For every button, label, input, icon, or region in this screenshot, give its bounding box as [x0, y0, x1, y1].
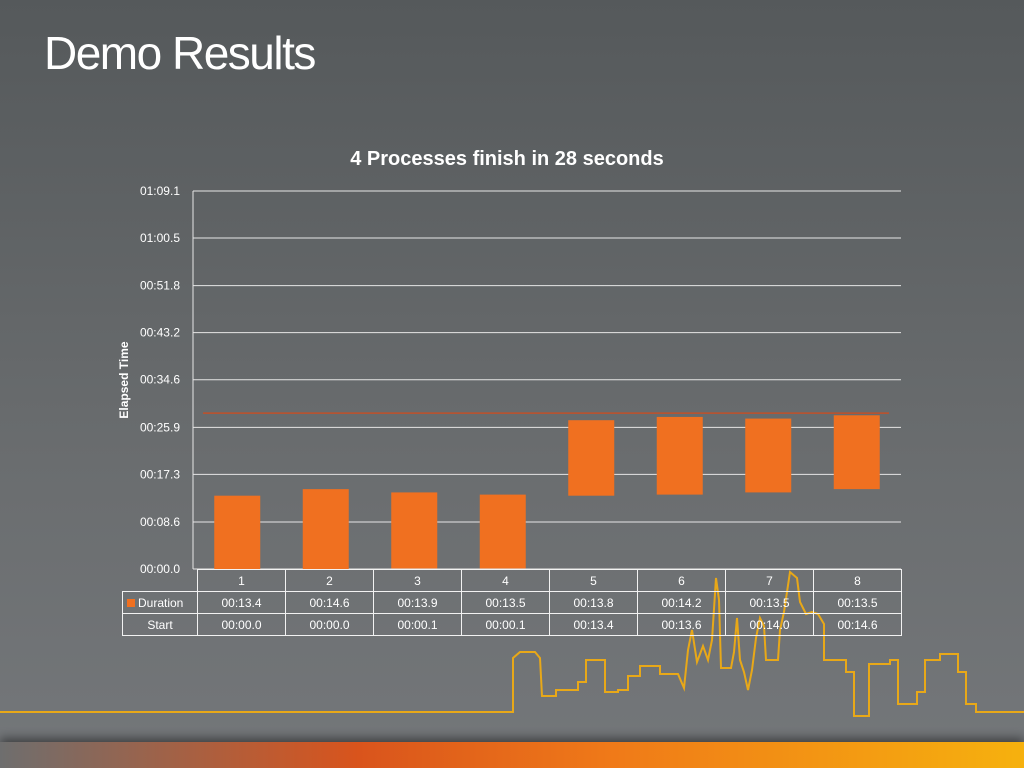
legend-entry-duration: Duration — [122, 591, 198, 614]
data-label: 00:13.4 — [549, 613, 638, 636]
y-axis-label: Elapsed Time — [117, 341, 131, 418]
y-tick-label: 00:00.0 — [140, 562, 180, 576]
category-label: 5 — [549, 569, 638, 592]
data-label: 00:13.4 — [197, 591, 286, 614]
chart-data-table: 1 2 3 4 5 6 7 8 Duration 00:13.4 00:14.6… — [122, 569, 902, 636]
bar-duration — [302, 489, 349, 569]
bar-duration — [391, 492, 438, 569]
y-tick-label: 00:43.2 — [140, 326, 180, 340]
y-tick-label: 00:25.9 — [140, 420, 180, 434]
slide-title: Demo Results — [44, 27, 316, 79]
data-label: 00:13.5 — [725, 591, 814, 614]
data-label: 00:13.5 — [461, 591, 550, 614]
data-label: 00:00.0 — [197, 613, 286, 636]
chart-title: 4 Processes finish in 28 seconds — [350, 148, 663, 170]
y-tick-label: 01:00.5 — [140, 231, 180, 245]
y-tick-label: 00:51.8 — [140, 279, 180, 293]
bottom-accent-band — [0, 742, 1024, 768]
data-label: 00:13.6 — [637, 613, 726, 636]
data-label: 00:14.0 — [725, 613, 814, 636]
bar-duration — [745, 418, 792, 493]
data-label: 00:13.8 — [549, 591, 638, 614]
table-corner-cell — [123, 570, 198, 592]
data-label: 00:00.0 — [285, 613, 374, 636]
bar-duration — [214, 495, 261, 569]
legend-entry-start: Start — [122, 613, 198, 636]
series-name: Duration — [138, 595, 184, 610]
category-label: 6 — [637, 569, 726, 592]
data-label: 00:13.9 — [373, 591, 462, 614]
table-row-duration: Duration 00:13.4 00:14.6 00:13.9 00:13.5… — [122, 591, 902, 614]
data-label: 00:00.1 — [461, 613, 550, 636]
category-label: 3 — [373, 569, 462, 592]
data-label: 00:14.2 — [637, 591, 726, 614]
bar-duration — [479, 494, 526, 569]
category-label: 1 — [197, 569, 286, 592]
data-label: 00:00.1 — [373, 613, 462, 636]
bar-duration — [568, 420, 615, 496]
series-name: Start — [147, 617, 173, 632]
category-label: 7 — [725, 569, 814, 592]
bar-duration — [833, 415, 880, 490]
table-row-start: Start 00:00.0 00:00.0 00:00.1 00:00.1 00… — [122, 613, 902, 636]
y-tick-label: 00:34.6 — [140, 373, 180, 387]
bar-duration — [656, 416, 703, 495]
legend-swatch — [127, 599, 135, 608]
data-label: 00:14.6 — [285, 591, 374, 614]
y-tick-label: 00:08.6 — [140, 515, 180, 529]
category-label: 8 — [813, 569, 902, 592]
category-label: 4 — [461, 569, 550, 592]
y-tick-label: 00:17.3 — [140, 467, 180, 481]
category-label: 2 — [285, 569, 374, 592]
y-tick-label: 01:09.1 — [140, 184, 180, 198]
data-label: 00:14.6 — [813, 613, 902, 636]
data-label: 00:13.5 — [813, 591, 902, 614]
table-header-row: 1 2 3 4 5 6 7 8 — [123, 569, 902, 592]
